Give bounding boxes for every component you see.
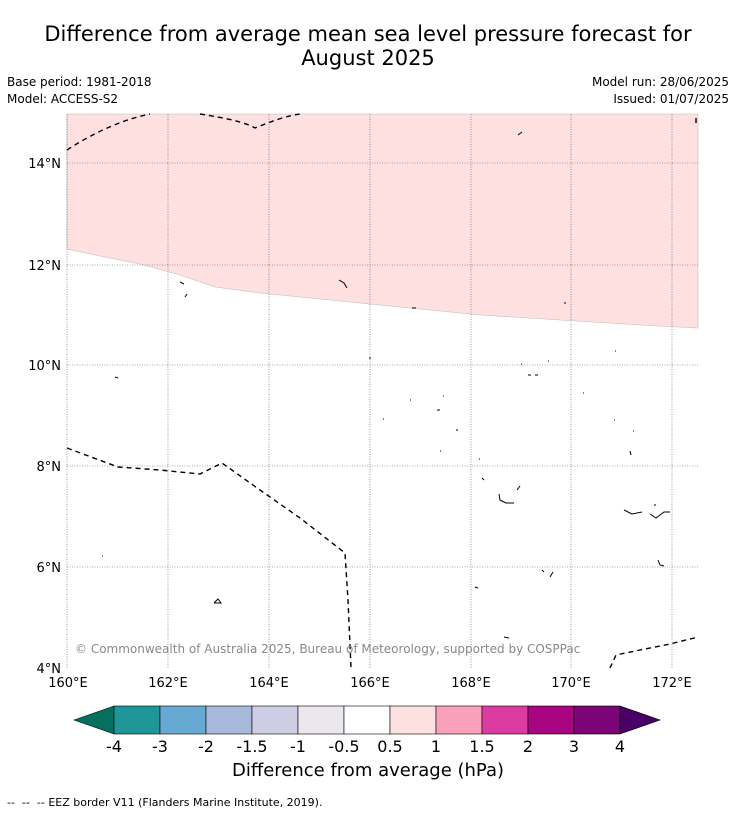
colorbar-tick-label: -2 (198, 737, 214, 756)
lat-tick-label: 14°N (28, 157, 61, 172)
colorbar-tick-label: 0.5 (377, 737, 402, 756)
title-line-2: August 2025 (301, 46, 435, 70)
eez-legend-text: EEZ border V11 (Flanders Marine Institut… (48, 796, 323, 809)
colorbar-segment (205, 705, 253, 735)
colorbar-segment (527, 705, 575, 735)
gridlines (66, 114, 698, 668)
colorbar-segment (297, 705, 345, 735)
colorbar-tick-label: 4 (615, 737, 625, 756)
model-run: Model run: 28/06/2025 (591, 75, 729, 89)
lon-tick-label: 170°E (551, 676, 591, 691)
colorbar-tick-label: -1 (290, 737, 306, 756)
lon-tick-label: 168°E (451, 676, 491, 691)
lon-tick-label: 172°E (652, 676, 692, 691)
colorbar-tick-label: -1.5 (236, 737, 267, 756)
issued-date: Issued: 01/07/2025 (613, 92, 729, 106)
colorbar-segment (251, 705, 299, 735)
colorbar-tick-label: 1 (431, 737, 441, 756)
colorbar-tick-label: -4 (106, 737, 122, 756)
colorbar-tick-label: 2 (523, 737, 533, 756)
lon-tick-label: 162°E (148, 676, 188, 691)
forecast-map: © Commonwealth of Australia 2025, Bureau… (28, 113, 699, 691)
eez-borders (66, 113, 699, 669)
title-line-1: Difference from average mean sea level p… (44, 22, 692, 46)
colorbar-segment (113, 705, 161, 735)
islands (102, 131, 670, 639)
eez-legend-symbol: -- -- -- (7, 796, 45, 809)
colorbar-extend-high (619, 705, 661, 735)
colorbar-segment (389, 705, 437, 735)
colorbar-title: Difference from average (hPa) (231, 760, 505, 781)
colorbar-segment (435, 705, 483, 735)
lat-tick-label: 6°N (37, 561, 62, 576)
lat-tick-label: 8°N (37, 460, 62, 475)
colorbar-segment (343, 705, 391, 735)
colorbar: -4 -3 -2 -1.5 -1 -0.5 0.5 1 1.5 2 3 4 (73, 705, 661, 756)
copyright-text: © Commonwealth of Australia 2025, Bureau… (75, 642, 580, 656)
model-name: Model: ACCESS-S2 (7, 92, 119, 106)
lat-tick-label: 10°N (28, 359, 61, 374)
colorbar-ticks: -4 -3 -2 -1.5 -1 -0.5 0.5 1 1.5 2 3 4 (106, 737, 625, 756)
colorbar-segment (573, 705, 621, 735)
chart-title: Difference from average mean sea level p… (0, 22, 736, 70)
eez-legend: -- -- -- EEZ border V11 (Flanders Marine… (7, 796, 322, 809)
colorbar-segment (159, 705, 207, 735)
lat-tick-label: 12°N (28, 259, 61, 274)
colorbar-tick-label: 1.5 (469, 737, 494, 756)
colorbar-extend-low (73, 705, 115, 735)
lon-tick-label: 166°E (350, 676, 390, 691)
lat-tick-labels: 14°N 12°N 10°N 8°N 6°N 4°N (28, 157, 61, 677)
colorbar-tick-label: -3 (152, 737, 168, 756)
lon-tick-label: 160°E (48, 676, 88, 691)
meta-right: Model run: 28/06/2025 Issued: 01/07/2025 (592, 74, 729, 108)
meta-left: Base period: 1981-2018 Model: ACCESS-S2 (7, 74, 152, 108)
lon-tick-label: 164°E (249, 676, 289, 691)
lat-tick-label: 4°N (37, 662, 62, 677)
colorbar-tick-label: -0.5 (328, 737, 359, 756)
anomaly-region (66, 113, 699, 329)
colorbar-segments (73, 705, 661, 735)
colorbar-tick-label: 3 (569, 737, 579, 756)
colorbar-segment (481, 705, 529, 735)
lon-tick-labels: 160°E 162°E 164°E 166°E 168°E 170°E 172°… (48, 676, 692, 691)
base-period: Base period: 1981-2018 (7, 75, 152, 89)
